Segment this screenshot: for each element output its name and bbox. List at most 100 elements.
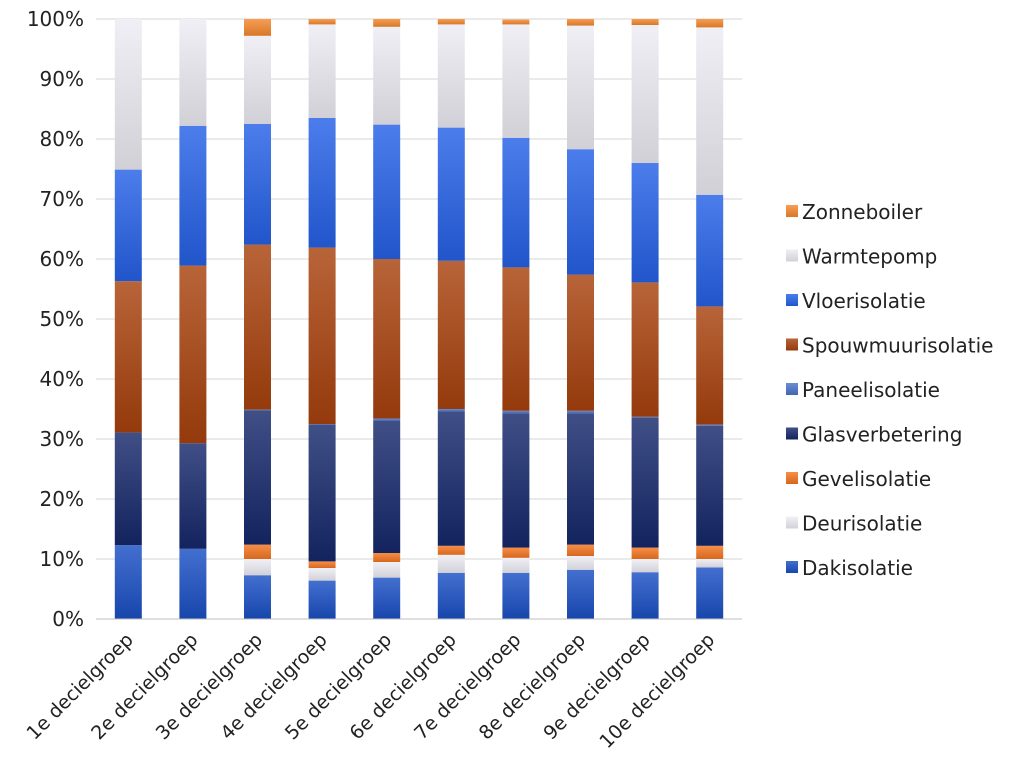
y-tick-label: 70%	[40, 187, 84, 211]
bar-segment	[244, 559, 271, 576]
bar-stack	[373, 19, 401, 619]
bar-segment	[502, 137, 530, 268]
legend: Zonneboiler Warmtepomp Vloerisolatie Spouwm…	[786, 200, 993, 580]
bar-segment	[567, 149, 594, 275]
bar-segment	[308, 24, 336, 118]
bar-segment	[502, 410, 530, 414]
legend-swatch	[786, 294, 798, 306]
legend-item: Warmtepomp	[786, 245, 937, 269]
bar-segment	[631, 282, 659, 417]
bar-segment	[696, 424, 724, 426]
y-tick-label: 90%	[40, 67, 84, 91]
legend-item: Zonneboiler	[786, 200, 923, 224]
bar-segment	[631, 19, 659, 25]
bar-segment	[696, 306, 724, 425]
bar-segment	[567, 25, 594, 150]
bar-segment	[373, 577, 401, 619]
bar-stack	[179, 19, 207, 619]
bar-segment	[179, 548, 207, 619]
bar-segment	[244, 409, 271, 411]
y-tick-label: 10%	[40, 547, 84, 571]
legend-label: Zonneboiler	[802, 200, 923, 224]
bar-segment	[308, 561, 336, 568]
bar-segment	[631, 25, 659, 163]
y-tick-label: 40%	[40, 367, 84, 391]
bar-segment	[244, 410, 271, 545]
bar-segment	[696, 567, 724, 619]
bar-stack	[244, 19, 271, 619]
bar-segment	[179, 443, 207, 549]
y-tick-label: 0%	[52, 607, 84, 631]
bar-segment	[437, 545, 465, 555]
legend-item: Paneelisolatie	[786, 378, 940, 402]
x-tick-label: 1e decielgroep	[23, 629, 138, 744]
legend-label: Gevelisolatie	[802, 467, 931, 491]
bar-segment	[373, 418, 401, 421]
bar-segment	[114, 19, 142, 170]
bar-segment	[696, 27, 724, 195]
legend-item: Spouwmuurisolatie	[786, 334, 993, 358]
bar-segment	[437, 260, 465, 409]
bar-stack	[308, 19, 336, 619]
bar-segment	[631, 416, 659, 418]
bar-segment	[502, 547, 530, 558]
y-tick-label: 30%	[40, 427, 84, 451]
bar-segment	[567, 413, 594, 545]
bar-segment	[373, 562, 401, 578]
bar-segment	[244, 575, 271, 619]
bar-segment	[244, 19, 271, 36]
legend-swatch	[786, 427, 798, 440]
legend-label: Dakisolatie	[802, 556, 913, 580]
bar-segment	[114, 169, 142, 282]
bar-segment	[373, 421, 401, 553]
legend-swatch	[786, 338, 798, 351]
bar-segment	[696, 19, 724, 28]
legend-label: Vloerisolatie	[802, 289, 926, 313]
legend-item: Vloerisolatie	[786, 289, 926, 313]
bar-segment	[502, 267, 530, 411]
bar-segment	[631, 559, 659, 573]
legend-label: Paneelisolatie	[802, 378, 940, 402]
bar-segment	[179, 125, 207, 266]
y-tick-label: 80%	[40, 127, 84, 151]
bar-segment	[437, 554, 465, 573]
bar-segment	[502, 572, 530, 619]
y-tick-label: 60%	[40, 247, 84, 271]
bar-segment	[308, 247, 336, 424]
legend-swatch	[786, 561, 798, 573]
bar-segment	[696, 559, 724, 568]
bar-segment	[437, 24, 465, 128]
bar-segment	[502, 557, 530, 573]
bar-segment	[373, 259, 401, 419]
legend-label: Spouwmuurisolatie	[802, 334, 993, 358]
bar-segment	[696, 194, 724, 307]
bar-segment	[373, 553, 401, 562]
bar-segment	[567, 569, 594, 619]
bar-segment	[631, 163, 659, 283]
legend-item: Dakisolatie	[786, 556, 913, 580]
bars	[114, 19, 724, 619]
bar-segment	[502, 19, 530, 25]
bar-segment	[631, 418, 659, 548]
legend-swatch	[786, 472, 798, 484]
bar-segment	[179, 265, 207, 444]
bar-segment	[567, 410, 594, 414]
legend-item: Deurisolatie	[786, 512, 922, 536]
legend-swatch	[786, 516, 798, 529]
bar-segment	[179, 19, 207, 126]
bar-segment	[631, 547, 659, 559]
bar-stack	[114, 19, 142, 619]
bar-segment	[308, 568, 336, 581]
bar-stack	[502, 19, 530, 619]
bar-segment	[308, 118, 336, 248]
legend-label: Warmtepomp	[802, 245, 937, 269]
bar-stack	[696, 19, 724, 619]
bar-segment	[308, 580, 336, 619]
bar-segment	[437, 409, 465, 412]
bar-segment	[631, 572, 659, 619]
bar-segment	[567, 274, 594, 411]
bar-segment	[373, 19, 401, 27]
bar-segment	[244, 124, 271, 245]
bar-segment	[373, 26, 401, 125]
